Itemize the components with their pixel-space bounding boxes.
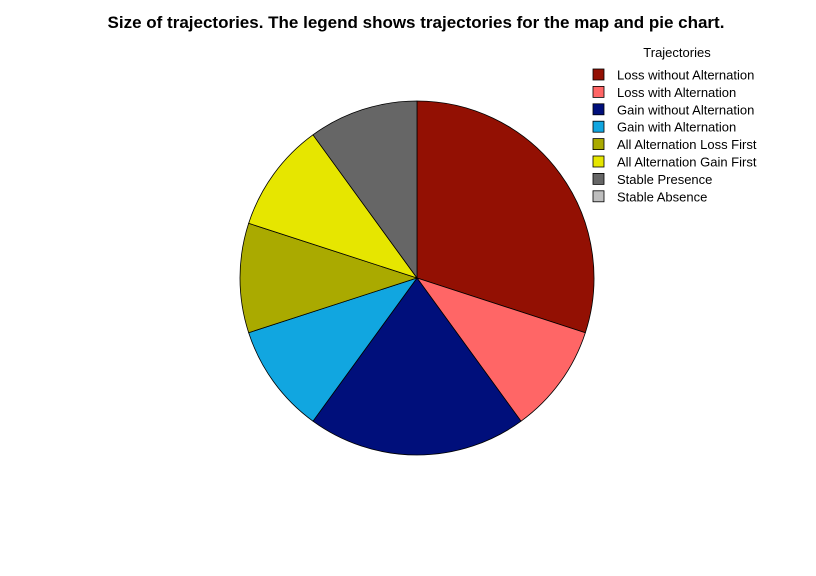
legend-swatch-all-alternation-loss-first bbox=[592, 138, 605, 151]
pie-slices bbox=[239, 100, 595, 456]
legend-swatch-loss-without-alternation bbox=[592, 68, 605, 81]
legend-label-all-alternation-loss-first: All Alternation Loss First bbox=[617, 137, 757, 152]
legend-swatch-gain-with-alternation bbox=[592, 120, 605, 133]
legend-swatch-stable-presence bbox=[592, 172, 605, 185]
pie-slice-loss-without-alternation bbox=[416, 100, 595, 334]
pie-slice-all-alternation-gain-first bbox=[248, 134, 418, 279]
legend-swatch-gain-without-alternation bbox=[592, 103, 605, 116]
legend-title: Trajectories bbox=[643, 45, 711, 60]
pie-slice-all-alternation-loss-first bbox=[239, 222, 418, 334]
pie-slice-stable-presence bbox=[312, 100, 418, 279]
legend-label-loss-with-alternation: Loss with Alternation bbox=[617, 85, 736, 100]
chart-title: Size of trajectories. The legend shows t… bbox=[108, 13, 725, 32]
legend-label-gain-with-alternation: Gain with Alternation bbox=[617, 120, 736, 135]
legend: Trajectories Loss without AlternationLos… bbox=[592, 45, 757, 204]
pie-slice-gain-without-alternation bbox=[312, 277, 522, 456]
legend-items: Loss without Alternation Loss with Altern… bbox=[592, 68, 757, 204]
legend-swatch-stable-absence bbox=[592, 190, 605, 203]
legend-label-loss-without-alternation: Loss without Alternation bbox=[617, 68, 754, 83]
legend-swatch-all-alternation-gain-first bbox=[592, 155, 605, 168]
pie-slice-gain-with-alternation bbox=[248, 277, 418, 422]
legend-swatch-loss-with-alternation bbox=[592, 86, 605, 98]
legend-label-all-alternation-gain-first: All Alternation Gain First bbox=[617, 155, 757, 170]
legend-label-stable-presence: Stable Presence bbox=[617, 172, 712, 187]
legend-label-stable-absence: Stable Absence bbox=[617, 189, 707, 204]
legend-label-gain-without-alternation: Gain without Alternation bbox=[617, 102, 754, 117]
pie-slice-loss-with-alternation bbox=[416, 277, 586, 422]
